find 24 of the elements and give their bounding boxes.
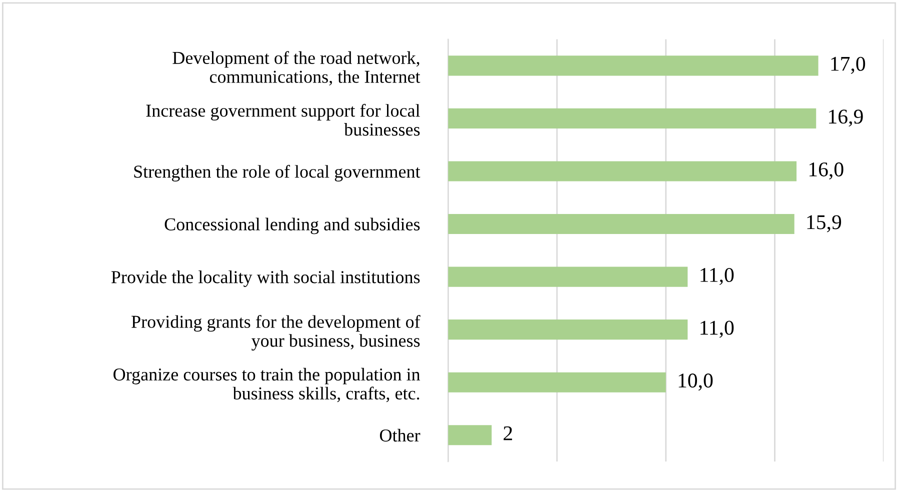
data-label: 2: [504, 426, 512, 440]
bar: [448, 161, 797, 182]
data-label: 15,9: [807, 215, 842, 232]
data-label: 16,0: [809, 162, 844, 180]
y-tick-label: Providing grants for the development of your business, business: [132, 315, 420, 351]
y-tick-label: Increase government support for local businesses: [146, 104, 420, 136]
bar: [448, 266, 688, 287]
bar: [448, 425, 492, 446]
y-tick-label: Organize courses to train the population in business skills, crafts, etc.: [114, 368, 420, 402]
bar: [448, 108, 816, 128]
y-tick-label: Strengthen the role of local government: [134, 164, 420, 182]
y-tick-label: Concessional lending and subsidies: [164, 218, 420, 234]
data-label: 17,0: [831, 56, 866, 74]
y-tick-label: Provide the locality with social institutions: [111, 270, 420, 287]
bar: [448, 214, 794, 234]
y-tick-label: Development of the road network, communications, the Internet: [172, 51, 420, 86]
data-label: 11,0: [700, 268, 734, 286]
bar: [448, 372, 666, 392]
data-label: 10,0: [678, 374, 713, 391]
y-tick-label: Other: [380, 428, 420, 442]
bar: [448, 56, 818, 76]
data-label: 11,0: [700, 320, 734, 338]
bar: [448, 320, 688, 340]
data-label: 16,9: [829, 110, 863, 127]
